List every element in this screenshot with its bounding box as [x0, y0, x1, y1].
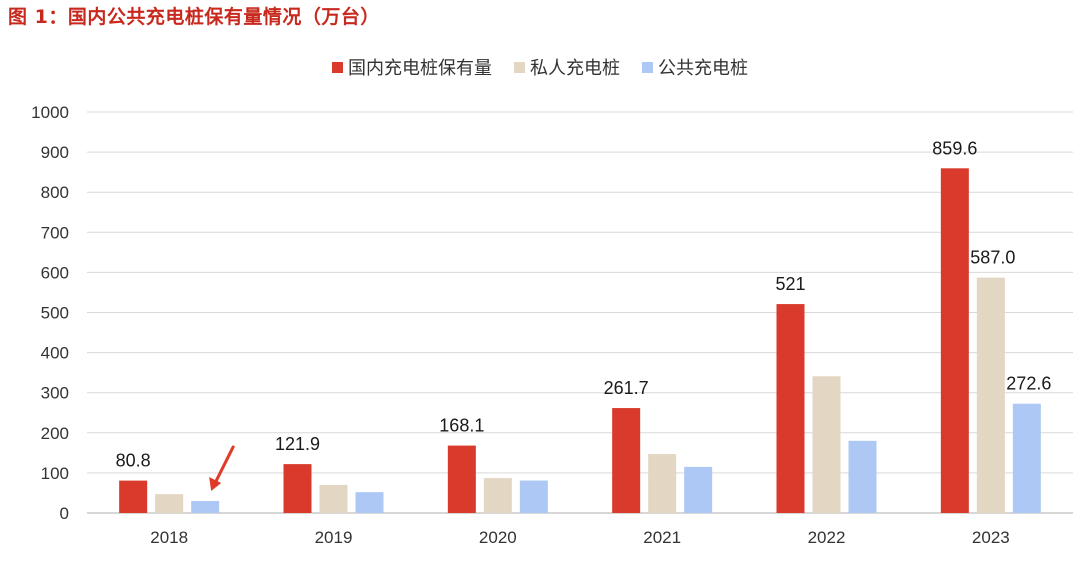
y-tick-label: 400 — [41, 344, 69, 363]
x-tick-label: 2019 — [315, 528, 353, 547]
y-tick-label: 600 — [41, 263, 69, 282]
y-tick-label: 900 — [41, 143, 69, 162]
bar-2021-s2 — [684, 466, 713, 513]
bar-2020-s2 — [519, 480, 548, 513]
legend-item-total: 国内充电桩保有量 — [332, 54, 492, 80]
bar-2022-s1 — [812, 376, 841, 513]
bar-2023-s1 — [976, 277, 1005, 513]
legend-label-private: 私人充电桩 — [530, 58, 620, 79]
annotation-arrow-head — [209, 476, 222, 491]
bar-2023-s2 — [1012, 403, 1041, 513]
x-tick-label: 2018 — [150, 528, 188, 547]
bar-2020-s1 — [483, 478, 512, 513]
data-label-2019-s0: 121.9 — [275, 434, 320, 454]
y-tick-label: 700 — [41, 223, 69, 242]
bar-2019-s1 — [319, 484, 348, 513]
bar-2018-s0 — [119, 480, 148, 513]
bar-2019-s2 — [355, 492, 384, 513]
data-label-2018-s0: 80.8 — [116, 451, 151, 471]
figure-title: 图 1：国内公共充电桩保有量情况（万台） — [8, 6, 380, 28]
x-tick-label: 2021 — [643, 528, 681, 547]
y-tick-label: 100 — [41, 464, 69, 483]
legend-swatch-private — [514, 61, 525, 73]
data-label-2021-s0: 261.7 — [604, 378, 649, 398]
bar-2019-s0 — [283, 464, 312, 513]
chart-legend: 国内充电桩保有量 私人充电桩 公共充电桩 — [0, 54, 1080, 80]
data-label-2023-s1: 587.0 — [970, 248, 1015, 268]
y-tick-label: 200 — [41, 424, 69, 443]
data-label-2023-s0: 859.6 — [932, 138, 977, 158]
legend-label-public: 公共充电桩 — [658, 58, 748, 79]
bar-2023-s0 — [940, 168, 969, 513]
data-label-2020-s0: 168.1 — [439, 416, 484, 436]
legend-label-total: 国内充电桩保有量 — [348, 58, 492, 79]
legend-item-public: 公共充电桩 — [642, 54, 748, 80]
annotation-arrow-shaft — [212, 445, 235, 487]
legend-swatch-public — [642, 61, 653, 73]
bar-2018-s1 — [155, 494, 184, 513]
legend-swatch-total — [332, 61, 343, 73]
bar-2022-s0 — [776, 304, 805, 513]
data-label-2022-s0: 521 — [775, 274, 805, 294]
y-tick-label: 500 — [41, 304, 69, 323]
y-tick-label: 1000 — [31, 103, 69, 122]
y-tick-label: 800 — [41, 183, 69, 202]
bar-2020-s0 — [447, 445, 476, 513]
legend-item-private: 私人充电桩 — [514, 54, 620, 80]
x-tick-label: 2022 — [808, 528, 846, 547]
bar-2021-s0 — [612, 408, 641, 513]
bar-2018-s2 — [191, 500, 220, 513]
x-tick-label: 2023 — [972, 528, 1010, 547]
y-tick-label: 300 — [41, 384, 69, 403]
x-tick-label: 2020 — [479, 528, 517, 547]
bar-2022-s2 — [848, 440, 877, 513]
y-tick-label: 0 — [60, 504, 69, 523]
bar-2021-s1 — [648, 454, 677, 513]
data-label-2023-s2: 272.6 — [1006, 374, 1051, 394]
